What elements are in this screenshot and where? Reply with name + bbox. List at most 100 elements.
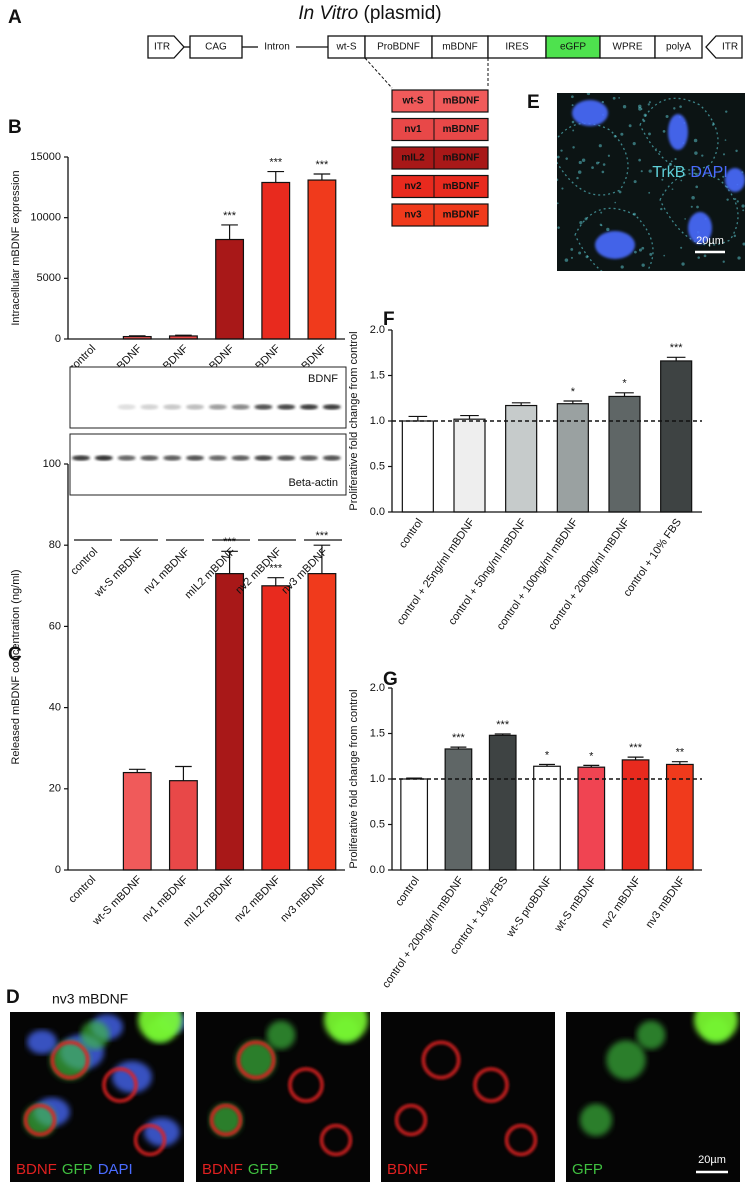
significance: * xyxy=(571,386,576,398)
bdnf-ring xyxy=(236,1040,276,1080)
nucleus xyxy=(725,168,745,192)
trkb-puncta xyxy=(693,138,698,143)
trkb-puncta xyxy=(637,104,642,109)
trkb-puncta xyxy=(662,129,666,133)
gfp-cell xyxy=(324,1012,368,1042)
blot-band xyxy=(208,404,227,410)
bar xyxy=(261,585,291,871)
trkb-puncta xyxy=(641,246,645,250)
panel-label: C xyxy=(8,644,22,665)
blot-band xyxy=(163,455,182,461)
trkb-puncta xyxy=(618,190,622,194)
y-tick-label: 0.5 xyxy=(370,460,385,472)
x-tick-label: wt-S mBDNF xyxy=(90,873,145,928)
stain-label: BDNF xyxy=(16,1161,57,1178)
y-tick-label: 0 xyxy=(55,333,61,345)
cassette-label: WPRE xyxy=(613,42,643,53)
trkb-puncta xyxy=(577,170,582,174)
cassette-label: IRES xyxy=(505,42,529,53)
bar xyxy=(261,181,291,340)
x-tick-label: nv3 mBDNF xyxy=(644,874,688,930)
trkb-puncta xyxy=(565,157,568,160)
trkb-puncta xyxy=(638,248,642,252)
image-d: BDNF xyxy=(381,1012,555,1182)
trkb-puncta xyxy=(606,227,610,232)
image-d: BDNF GFP xyxy=(196,1012,370,1182)
trkb-puncta xyxy=(703,254,707,258)
trkb-puncta xyxy=(599,223,602,226)
nucleus xyxy=(668,114,688,150)
blot-band xyxy=(254,455,273,461)
gfp-cell xyxy=(266,1020,296,1050)
trkb-puncta xyxy=(576,176,579,180)
trkb-puncta xyxy=(736,200,739,203)
y-axis-label: Proliferative fold change from control xyxy=(348,331,360,510)
lane-label: control xyxy=(68,546,100,578)
trkb-puncta xyxy=(680,179,683,182)
blot-frame xyxy=(69,366,347,429)
blot-band xyxy=(186,404,204,410)
x-tick-label: control + 200ng/ml mBDNF xyxy=(380,874,466,990)
x-tick-label: nv3 mBDNF xyxy=(278,873,329,924)
trkb-puncta xyxy=(602,163,606,166)
bar xyxy=(444,748,473,871)
trkb-puncta xyxy=(722,260,725,263)
gfp-cell xyxy=(606,1040,646,1080)
blot-band xyxy=(300,404,318,410)
gfp-cell xyxy=(694,1012,738,1042)
variant-label: nv3 xyxy=(404,210,422,221)
significance: *** xyxy=(269,563,283,575)
trkb-puncta xyxy=(711,123,715,126)
bar xyxy=(505,404,538,513)
trkb-puncta xyxy=(695,185,699,189)
intron-label: Intron xyxy=(264,42,290,53)
stain-label: GFP xyxy=(248,1161,279,1178)
y-tick-label: 60 xyxy=(49,620,61,632)
significance: *** xyxy=(269,156,283,168)
bdnf-ring xyxy=(319,1123,353,1157)
bdnf-ring xyxy=(473,1067,509,1103)
x-tick-label: wt-S proBDNF xyxy=(504,874,555,940)
trkb-puncta xyxy=(570,256,574,259)
title-italic: In Vitro xyxy=(298,3,358,24)
bdnf-ring xyxy=(102,1067,138,1103)
trkb-puncta xyxy=(648,101,651,104)
trkb-puncta xyxy=(722,153,726,156)
trkb-puncta xyxy=(618,97,621,99)
trkb-puncta xyxy=(737,256,741,260)
bdnf-ring xyxy=(394,1103,428,1137)
trkb-puncta xyxy=(581,158,586,162)
cassette-label: polyA xyxy=(666,42,691,53)
y-tick-label: 0.5 xyxy=(370,818,385,830)
blot-band xyxy=(163,404,182,410)
trkb-puncta xyxy=(584,217,588,221)
variant-box xyxy=(391,174,489,199)
trkb-puncta xyxy=(674,157,677,161)
blot-band xyxy=(208,455,227,461)
trkb-puncta xyxy=(560,149,563,152)
stain-label: BDNF xyxy=(387,1161,428,1178)
trkb-puncta xyxy=(620,265,624,269)
stain-label: BDNF xyxy=(202,1161,243,1178)
significance: *** xyxy=(223,210,237,222)
image-d: GFP 20µm xyxy=(566,1012,740,1182)
variant-label: mBDNF xyxy=(443,96,480,107)
bdnf-ring xyxy=(209,1103,243,1137)
x-tick-label: nv2 mBDNF xyxy=(232,873,283,924)
cassette-label: wt-S xyxy=(336,42,357,53)
trkb-puncta xyxy=(668,162,672,167)
trkb-puncta xyxy=(649,252,653,256)
x-tick-label: wt-S mBDNF xyxy=(552,874,599,934)
trkb-puncta xyxy=(690,205,693,208)
stain-caption: BDNF GFP DAPI xyxy=(16,1161,133,1178)
variant-box xyxy=(391,203,489,227)
stain-label: DAPI xyxy=(98,1161,133,1178)
trkb-puncta xyxy=(632,142,636,146)
blot-band xyxy=(277,404,296,410)
significance: * xyxy=(622,378,627,390)
blot-label: BDNF xyxy=(308,373,338,385)
trkb-puncta xyxy=(663,254,666,257)
trkb-puncta xyxy=(691,195,695,200)
x-tick-label: control xyxy=(66,874,98,906)
